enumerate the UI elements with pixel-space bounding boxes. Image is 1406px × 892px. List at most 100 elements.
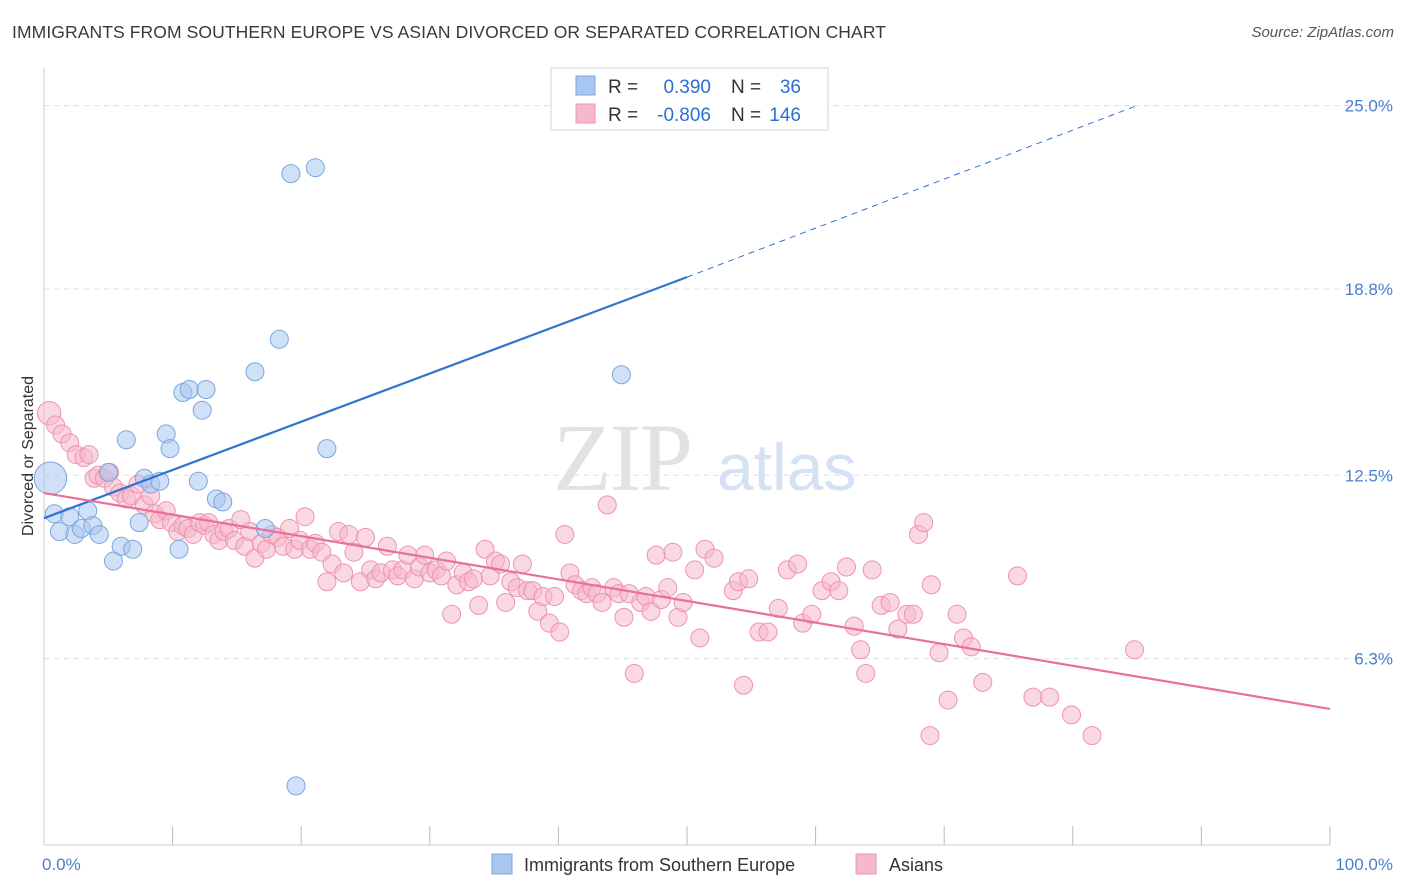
legend-swatch-blue xyxy=(575,75,596,96)
asians-point-159 xyxy=(1125,640,1145,660)
asians-point-53 xyxy=(334,563,354,583)
asians-point-126 xyxy=(758,622,778,642)
asians-point-102 xyxy=(597,495,617,515)
legend-n-label-2: N = xyxy=(731,105,761,126)
source-label: Source: ZipAtlas.com xyxy=(1251,24,1394,41)
southern-europe-point-14 xyxy=(129,513,149,533)
legend-r-label-1: R = xyxy=(608,77,638,98)
asians-point-54 xyxy=(339,524,359,544)
asians-point-144 xyxy=(903,604,923,624)
southern-europe-point-22 xyxy=(179,380,199,400)
southern-europe-point-10 xyxy=(103,551,123,571)
y-tick-labels: 6.3% 12.5% 18.8% 25.0% xyxy=(1345,97,1393,669)
southern-europe-point-34 xyxy=(611,365,631,385)
y-tick-label-0: 6.3% xyxy=(1354,650,1393,669)
asians-point-113 xyxy=(658,578,678,598)
x-tick-labels: 0.0% 100.0% xyxy=(42,855,1393,874)
asians-point-57 xyxy=(356,527,375,547)
asians-point-147 xyxy=(921,575,941,595)
watermark-atlas: atlas xyxy=(717,430,856,504)
bottom-legend-swatch-blue xyxy=(491,853,513,875)
asians-point-135 xyxy=(836,557,856,577)
southern-europe-point-24 xyxy=(192,400,212,420)
asians-point-101 xyxy=(592,592,612,612)
southern-europe-point-8 xyxy=(89,524,109,544)
bottom-legend-label-2: Asians xyxy=(889,855,943,875)
asians-point-134 xyxy=(829,581,849,601)
legend-r-value-2: -0.806 xyxy=(657,105,711,126)
asians-point-120 xyxy=(704,548,724,568)
asians-point-129 xyxy=(788,554,808,574)
asians-point-131 xyxy=(802,604,822,624)
watermark: ZIP atlas xyxy=(553,404,856,511)
top-legend: R = 0.390 N = 36 R = -0.806 N = 146 xyxy=(550,67,829,131)
asians-point-136 xyxy=(844,616,864,636)
asians-point-77 xyxy=(464,569,484,589)
asians-point-149 xyxy=(938,690,958,710)
asians-point-155 xyxy=(1023,687,1043,707)
southern-europe-point-27 xyxy=(213,492,233,512)
asians-point-124 xyxy=(739,569,759,589)
asians-point-73 xyxy=(442,604,462,624)
asians-point-78 xyxy=(469,595,489,615)
southern-europe-point-13 xyxy=(123,539,143,559)
asians-point-86 xyxy=(512,554,532,574)
southern-europe-point-35 xyxy=(286,776,306,796)
legend-n-label-1: N = xyxy=(731,77,761,98)
asians-point-141 xyxy=(880,592,900,612)
asians-point-114 xyxy=(663,542,683,562)
southern-europe-trend-extension xyxy=(686,105,1138,278)
asians-point-148 xyxy=(929,643,949,663)
asians-point-150 xyxy=(947,604,967,624)
axes xyxy=(43,68,1331,846)
asians-point-139 xyxy=(862,560,882,580)
trend-lines xyxy=(43,105,1331,711)
asians-point-158 xyxy=(1082,726,1102,746)
asians-point-6 xyxy=(79,445,99,465)
asians-point-160 xyxy=(920,726,940,746)
southern-europe-point-20 xyxy=(169,539,189,559)
bottom-legend-label-1: Immigrants from Southern Europe xyxy=(524,855,795,875)
chart-title: IMMIGRANTS FROM SOUTHERN EUROPE VS ASIAN… xyxy=(12,22,887,42)
asians-point-83 xyxy=(496,592,516,612)
grid-lines xyxy=(44,105,1394,660)
bottom-legend-swatch-pink xyxy=(855,853,877,875)
legend-r-label-2: R = xyxy=(608,105,638,126)
asians-point-156 xyxy=(1040,687,1060,707)
x-tick-label-0: 0.0% xyxy=(42,855,81,874)
southern-europe-point-23 xyxy=(188,471,208,491)
southern-europe-point-12 xyxy=(116,430,136,450)
asians-point-50 xyxy=(317,572,337,592)
asians-point-123 xyxy=(734,675,754,695)
asians-point-55 xyxy=(344,542,364,562)
asians-point-117 xyxy=(685,560,705,580)
legend-n-value-1: 36 xyxy=(780,77,801,98)
southern-europe-point-32 xyxy=(305,158,325,178)
asians-point-93 xyxy=(550,622,570,642)
southern-europe-point-33 xyxy=(317,439,337,459)
asians-point-107 xyxy=(624,663,644,683)
asians-point-92 xyxy=(545,587,565,607)
legend-box xyxy=(550,67,829,131)
legend-r-value-1: 0.390 xyxy=(663,77,711,98)
southern-europe-point-19 xyxy=(160,439,180,459)
asians-point-137 xyxy=(851,640,871,660)
x-tick-label-1: 100.0% xyxy=(1335,855,1393,874)
y-tick-label-1: 12.5% xyxy=(1345,466,1393,485)
asians-point-138 xyxy=(856,663,876,683)
asians-point-111 xyxy=(646,545,666,565)
southern-europe-trend-line xyxy=(43,276,688,520)
southern-europe-point-0 xyxy=(33,461,68,495)
asians-point-46 xyxy=(295,507,315,527)
southern-europe-point-28 xyxy=(245,362,265,382)
asians-point-118 xyxy=(690,628,710,648)
asians-point-146 xyxy=(914,513,934,533)
asians-point-94 xyxy=(555,524,575,544)
legend-swatch-pink xyxy=(575,103,596,124)
asians-point-105 xyxy=(614,607,634,627)
watermark-zip: ZIP xyxy=(553,404,691,511)
y-tick-label-3: 25.0% xyxy=(1345,97,1393,116)
y-axis-title: Divorced or Separated xyxy=(20,376,37,536)
y-tick-label-2: 18.8% xyxy=(1345,280,1393,299)
